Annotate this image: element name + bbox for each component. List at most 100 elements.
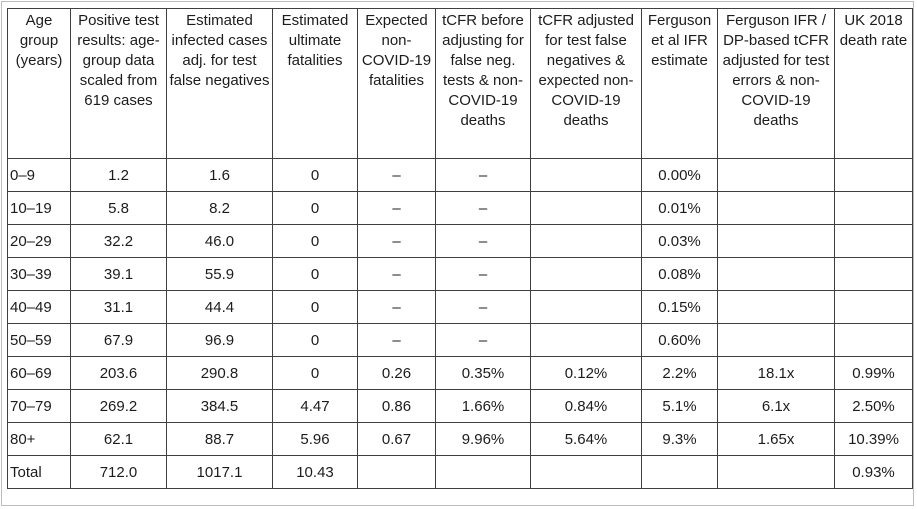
table-cell: 5.96 bbox=[272, 422, 358, 456]
table-cell: 0.67 bbox=[357, 422, 436, 456]
table-row: 10–19 5.8 8.2 0– –0.01% bbox=[7, 191, 913, 225]
table-cell: 46.0 bbox=[166, 224, 273, 258]
table-cell bbox=[530, 158, 642, 192]
table-cell bbox=[834, 158, 913, 192]
table-cell bbox=[435, 455, 531, 489]
row-header: 20–29 bbox=[7, 224, 71, 258]
table-cell bbox=[834, 290, 913, 324]
table-cell bbox=[717, 191, 835, 225]
table-cell bbox=[530, 191, 642, 225]
table-cell: 5.1% bbox=[641, 389, 718, 423]
table-cell: 31.1 bbox=[70, 290, 167, 324]
table-cell bbox=[717, 158, 835, 192]
table-cell: 1.66% bbox=[435, 389, 531, 423]
table-cell: 5.64% bbox=[530, 422, 642, 456]
table-row: 0–9 1.2 1.6 0– –0.00% bbox=[7, 158, 913, 192]
table-cell: – bbox=[357, 191, 436, 225]
table-cell: 55.9 bbox=[166, 257, 273, 291]
table-cell: – bbox=[357, 323, 436, 357]
table-cell: 9.3% bbox=[641, 422, 718, 456]
table-cell bbox=[357, 455, 436, 489]
table-cell: 0.84% bbox=[530, 389, 642, 423]
table-cell bbox=[834, 191, 913, 225]
table-cell bbox=[530, 257, 642, 291]
table-cell: – bbox=[435, 290, 531, 324]
table-cell: 384.5 bbox=[166, 389, 273, 423]
table-cell bbox=[717, 290, 835, 324]
header-row: Age group (years) Positive test results: … bbox=[7, 8, 913, 159]
table-cell: – bbox=[435, 158, 531, 192]
table-cell: 0.00% bbox=[641, 158, 718, 192]
table-cell: 39.1 bbox=[70, 257, 167, 291]
table-cell: 96.9 bbox=[166, 323, 273, 357]
column-header: Ferguson et al IFR estimate bbox=[641, 8, 718, 159]
table-cell: 0.99% bbox=[834, 356, 913, 390]
table-cell: – bbox=[435, 191, 531, 225]
table-cell bbox=[717, 455, 835, 489]
column-header: Estimated ultimate fatalities bbox=[272, 8, 358, 159]
table-cell: – bbox=[435, 323, 531, 357]
table-cell: 0 bbox=[272, 290, 358, 324]
table-cell: 1017.1 bbox=[166, 455, 273, 489]
table-cell: 0 bbox=[272, 323, 358, 357]
table-cell: – bbox=[357, 158, 436, 192]
table-cell: 0.93% bbox=[834, 455, 913, 489]
row-header: 10–19 bbox=[7, 191, 71, 225]
table-cell: 1.2 bbox=[70, 158, 167, 192]
data-table: Age group (years) Positive test results: … bbox=[7, 8, 913, 489]
table-row: 40–49 31.1 44.4 0– –0.15% bbox=[7, 290, 913, 324]
table-cell bbox=[530, 323, 642, 357]
column-header: Ferguson IFR / DP-based tCFR adjusted fo… bbox=[717, 8, 835, 159]
table-cell: 6.1x bbox=[717, 389, 835, 423]
row-header: 50–59 bbox=[7, 323, 71, 357]
table-row: Total 712.0 1017.1 10.43 0.93% bbox=[7, 455, 913, 489]
table-cell: 5.8 bbox=[70, 191, 167, 225]
table-row: 20–29 32.2 46.0 0– –0.03% bbox=[7, 224, 913, 258]
table-cell: 203.6 bbox=[70, 356, 167, 390]
table-cell bbox=[834, 257, 913, 291]
row-header: 40–49 bbox=[7, 290, 71, 324]
column-header: UK 2018 death rate bbox=[834, 8, 913, 159]
table-cell: – bbox=[357, 257, 436, 291]
table-cell: 10.39% bbox=[834, 422, 913, 456]
row-header: 30–39 bbox=[7, 257, 71, 291]
table-header: Age group (years) Positive test results: … bbox=[7, 8, 913, 159]
table-cell: 0.12% bbox=[530, 356, 642, 390]
table-row: 60–69 203.6 290.8 0 0.26 0.35% 0.12% 2.2% 18.1x 0… bbox=[7, 356, 913, 390]
table-cell bbox=[717, 224, 835, 258]
table-cell: 32.2 bbox=[70, 224, 167, 258]
table-cell bbox=[834, 224, 913, 258]
table-cell: 0 bbox=[272, 191, 358, 225]
row-header: 0–9 bbox=[7, 158, 71, 192]
table-cell bbox=[717, 323, 835, 357]
table-row: 30–39 39.1 55.9 0– –0.08% bbox=[7, 257, 913, 291]
table-cell: 0.03% bbox=[641, 224, 718, 258]
column-header: Age group (years) bbox=[7, 8, 71, 159]
table-cell: 8.2 bbox=[166, 191, 273, 225]
table-cell: 2.50% bbox=[834, 389, 913, 423]
table-cell: 0 bbox=[272, 158, 358, 192]
table-cell: 67.9 bbox=[70, 323, 167, 357]
table-cell bbox=[641, 455, 718, 489]
table-cell bbox=[530, 224, 642, 258]
table-row: 70–79 269.2 384.5 4.47 0.86 1.66% 0.84% 5.1% 6.1… bbox=[7, 389, 913, 423]
row-header: 60–69 bbox=[7, 356, 71, 390]
table-cell: 0.15% bbox=[641, 290, 718, 324]
table-row: 80+ 62.1 88.7 5.96 0.67 9.96% 5.64% 9.3% 1.65x 10… bbox=[7, 422, 913, 456]
table-cell: – bbox=[357, 290, 436, 324]
table-cell bbox=[717, 257, 835, 291]
column-header: Positive test results: age-group data sc… bbox=[70, 8, 167, 159]
table-body: 0–9 1.2 1.6 0– –0.00% 10–19 5.8 8.2 0– –0.01% 20–2… bbox=[7, 158, 913, 489]
table-cell: 18.1x bbox=[717, 356, 835, 390]
table-cell bbox=[530, 290, 642, 324]
column-header: Expected non-COVID-19 fatalities bbox=[357, 8, 436, 159]
row-header: Total bbox=[7, 455, 71, 489]
table-cell: 269.2 bbox=[70, 389, 167, 423]
table-cell: 4.47 bbox=[272, 389, 358, 423]
column-header: tCFR before adjusting for false neg. tes… bbox=[435, 8, 531, 159]
table-cell: 44.4 bbox=[166, 290, 273, 324]
table-cell: 0.26 bbox=[357, 356, 436, 390]
column-header: Estimated infected cases adj. for test f… bbox=[166, 8, 273, 159]
table-cell: 2.2% bbox=[641, 356, 718, 390]
